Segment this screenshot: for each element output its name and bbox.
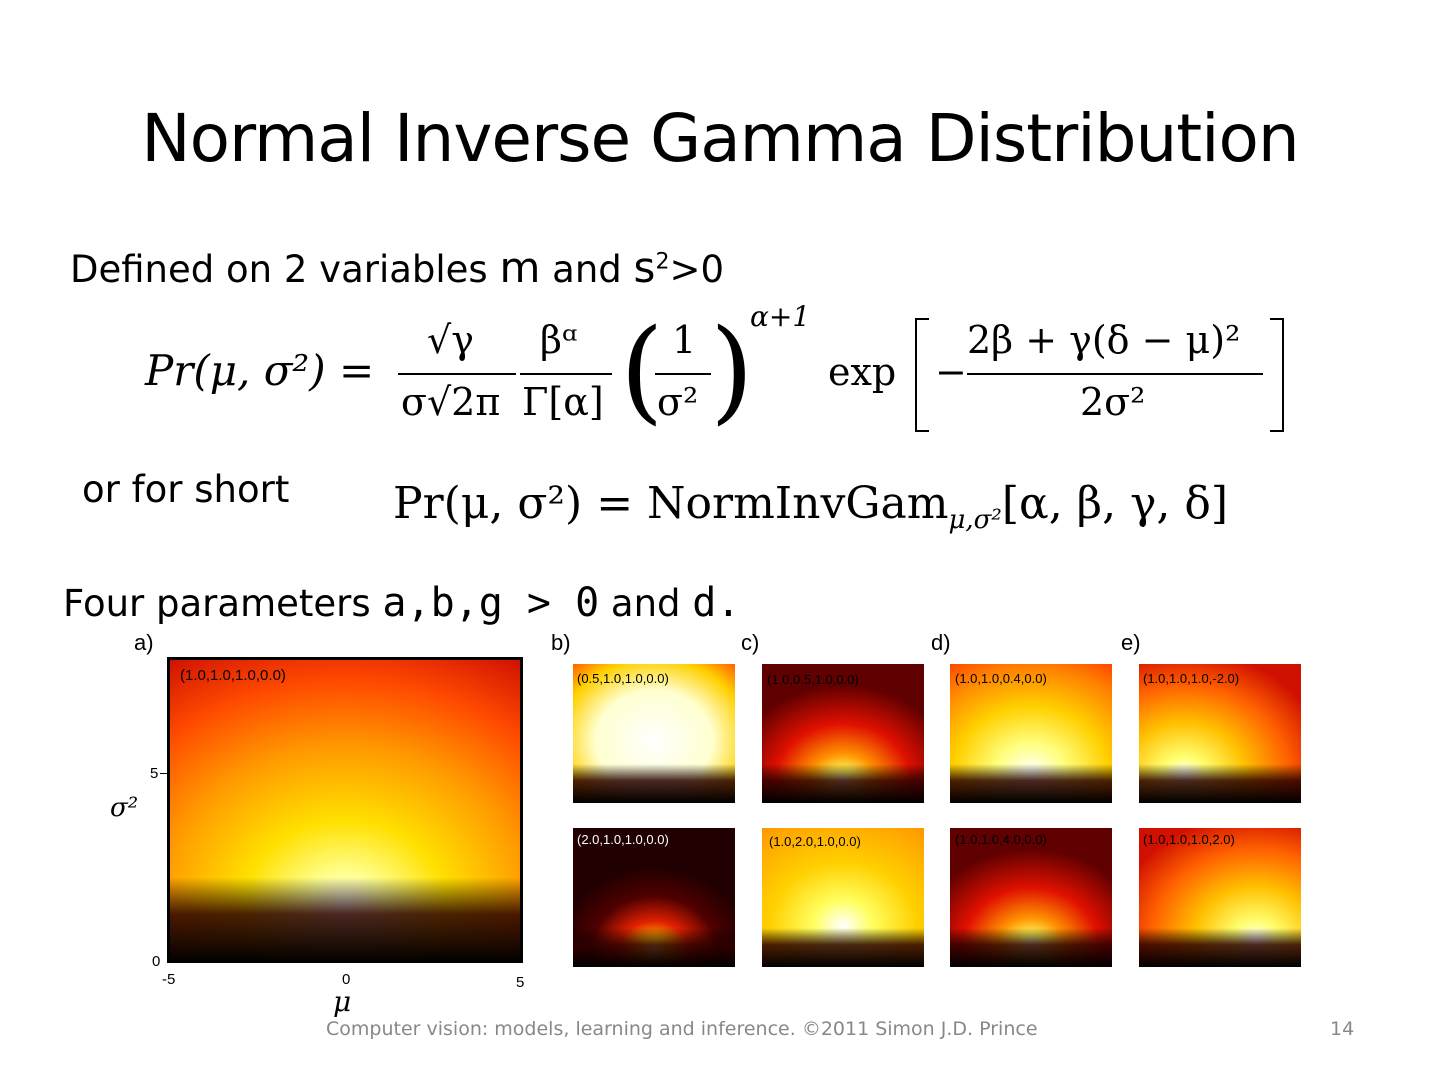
panel-b-bottom bbox=[573, 828, 735, 967]
panel-e-top-params: (1.0,1.0,1.0,-2.0) bbox=[1143, 671, 1240, 686]
eq-numerator: 2β + γ(δ − μ)² bbox=[967, 318, 1241, 362]
panel-d-top-params: (1.0,1.0,0.4,0.0) bbox=[955, 671, 1047, 686]
params-and: and bbox=[599, 582, 693, 625]
eq-frac-bar-4 bbox=[967, 373, 1263, 375]
panel-c-label: c) bbox=[741, 630, 760, 655]
panel-c-top bbox=[762, 664, 924, 803]
panel-a-xtick-5: 5 bbox=[516, 974, 525, 991]
page-number: 14 bbox=[1330, 1018, 1355, 1040]
defined-suffix: >0 bbox=[669, 248, 724, 291]
panel-a-xtick-0: 0 bbox=[342, 971, 351, 988]
defined-and: and bbox=[540, 248, 634, 291]
panel-d-bottom bbox=[950, 828, 1112, 967]
eq-exp: exp bbox=[828, 350, 897, 394]
or-for-short-label: or for short bbox=[82, 468, 290, 511]
defined-prefix: Defined on 2 variables bbox=[70, 248, 500, 291]
main-equation: Pr(μ, σ²) = √γ σ√2π βᵅ Γ[α] ( 1 σ² ) α+1… bbox=[145, 300, 1295, 440]
eq-right-paren: ) bbox=[710, 306, 754, 436]
panel-b-top-params: (0.5,1.0,1.0,0.0) bbox=[577, 671, 669, 686]
eq-frac-bar-3 bbox=[655, 373, 711, 375]
eq-right-bracket bbox=[1270, 318, 1284, 432]
panel-a-xlabel: μ bbox=[333, 985, 352, 1018]
var-sigma: s bbox=[633, 243, 656, 292]
panel-d-bottom-params: (1.0,1.0,4.0,0.0) bbox=[955, 832, 1047, 847]
panel-a-label: a) bbox=[134, 630, 154, 655]
panel-d-label: d) bbox=[931, 630, 951, 655]
panel-a-params: (1.0,1.0,1.0,0.0) bbox=[180, 667, 286, 684]
panel-a-plot bbox=[167, 657, 523, 963]
var-mu: m bbox=[499, 243, 541, 292]
eq-frac-bar-1 bbox=[398, 373, 516, 375]
eq-left-bracket bbox=[915, 318, 929, 432]
panel-e-top bbox=[1139, 664, 1301, 803]
short-equation: Pr(μ, σ²) = NormInvGamμ,σ²[α, β, γ, δ] bbox=[393, 478, 1228, 535]
panel-c-top-params: (1.0,0.5,1.0,0.0) bbox=[767, 672, 859, 687]
panel-b-bottom-params: (2.0,1.0,1.0,0.0) bbox=[577, 832, 669, 847]
eq-denominator: 2σ² bbox=[1080, 380, 1146, 424]
eq-exponent: α+1 bbox=[750, 300, 811, 333]
sigma-superscript: 2 bbox=[655, 249, 670, 275]
eq-lhs: Pr(μ, σ²) = bbox=[145, 346, 375, 395]
eq-one: 1 bbox=[672, 318, 697, 362]
eq-sigma-sq: σ² bbox=[657, 380, 699, 424]
panel-e-bottom bbox=[1139, 828, 1301, 967]
panel-c-bottom-params: (1.0,2.0,1.0,0.0) bbox=[769, 834, 861, 849]
panel-a-ytick-0: 0 bbox=[152, 953, 161, 970]
panel-a-frame bbox=[167, 657, 523, 963]
params-delta: d. bbox=[692, 580, 741, 626]
panel-a-ylabel: σ² bbox=[110, 793, 139, 823]
panel-a-ytick-5: 5 bbox=[150, 765, 159, 782]
params-prefix: Four parameters bbox=[63, 582, 383, 625]
eq-gamma-alpha: Γ[α] bbox=[522, 380, 604, 424]
panel-e-label: e) bbox=[1121, 630, 1141, 655]
slide-title: Normal Inverse Gamma Distribution bbox=[141, 100, 1299, 177]
eq-frac-bar-2 bbox=[520, 373, 612, 375]
short-eq-subscript: μ,σ² bbox=[948, 504, 1002, 535]
params-greek: a,b,g > 0 bbox=[382, 580, 600, 626]
eq-left-paren: ( bbox=[620, 306, 664, 436]
footer-text: Computer vision: models, learning and in… bbox=[326, 1018, 1038, 1040]
eq-beta-alpha: βᵅ bbox=[540, 318, 578, 362]
panel-b-top bbox=[573, 664, 735, 803]
eq-sigma-sqrt-2pi: σ√2π bbox=[401, 380, 501, 424]
params-line: Four parameters a,b,g > 0 and d. bbox=[63, 580, 740, 626]
defined-on-line: Defined on 2 variables m and s2>0 bbox=[70, 243, 724, 292]
panel-a-ytick-5-mark bbox=[160, 773, 167, 774]
eq-sqrt-gamma: √γ bbox=[427, 318, 474, 362]
eq-minus: − bbox=[935, 350, 967, 394]
short-eq-args: [α, β, γ, δ] bbox=[1001, 478, 1229, 529]
panel-e-bottom-params: (1.0,1.0,1.0,2.0) bbox=[1143, 832, 1235, 847]
panel-d-top bbox=[950, 664, 1112, 803]
short-eq-lhs: Pr(μ, σ²) = NormInvGam bbox=[393, 478, 949, 529]
panel-b-label: b) bbox=[551, 630, 571, 655]
panel-c-bottom bbox=[762, 828, 924, 967]
panel-a-xtick-neg5: -5 bbox=[162, 971, 176, 988]
panel-a-shade bbox=[167, 657, 523, 963]
